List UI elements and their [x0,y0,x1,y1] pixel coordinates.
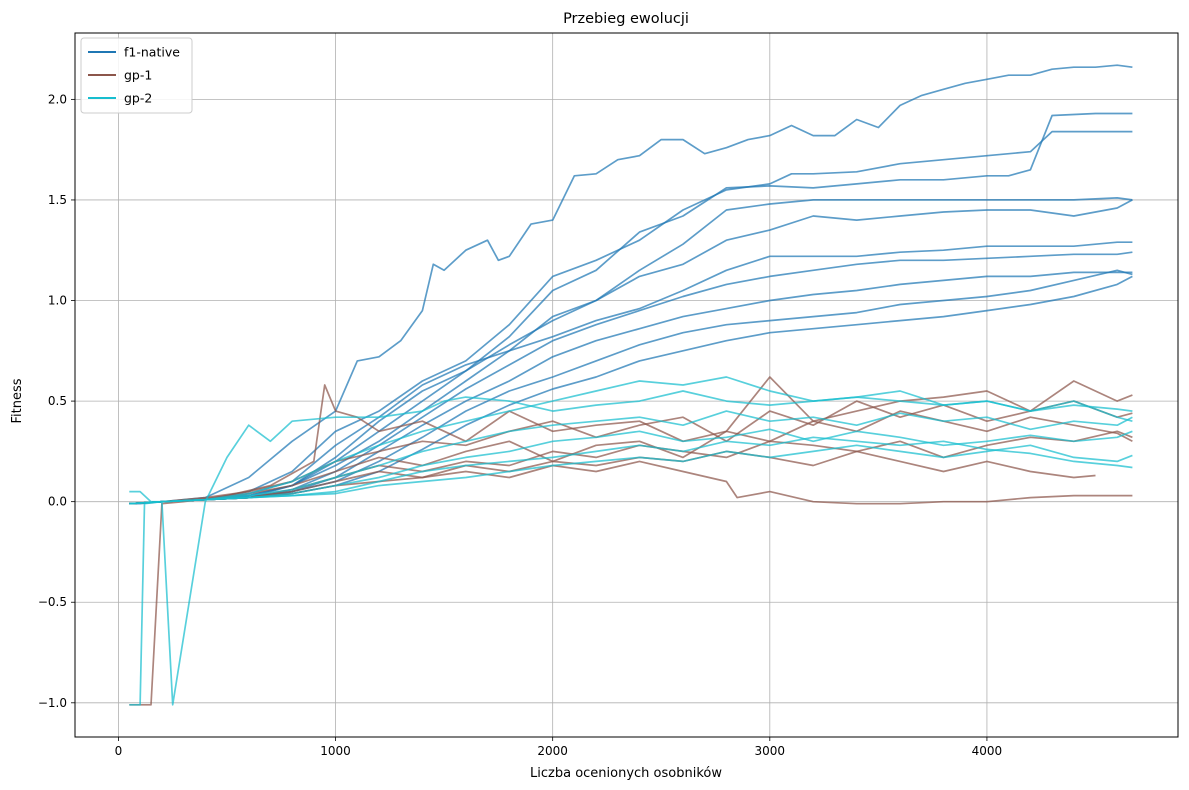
y-tick-label: 2.0 [48,92,67,106]
y-tick-label: 1.5 [48,193,67,207]
y-axis-ticks: −1.0 −0.5 0.0 0.5 1.0 1.5 2.0 [38,92,75,710]
y-tick-label: 1.0 [48,294,67,308]
legend-label-gp-1: gp-1 [124,68,152,83]
x-tick-label: 0 [115,744,123,758]
x-tick-label: 4000 [972,744,1003,758]
y-tick-label: −0.5 [38,595,67,609]
series-line-19 [129,428,1133,505]
x-axis-label: Liczba ocenionych osobników [530,766,722,781]
series-line-21 [129,444,1133,505]
series-line-0 [129,64,1133,505]
plot-frame [74,32,1179,738]
series-line-1 [129,130,1133,505]
legend-label-f1-native: f1-native [124,45,180,60]
y-tick-label: 0.5 [48,394,67,408]
x-tick-label: 3000 [755,744,786,758]
y-tick-label: −1.0 [38,696,67,710]
series-line-18 [129,410,1133,505]
series-line-10 [129,376,1133,706]
series-lines [129,64,1133,706]
legend-box [80,37,193,114]
y-tick-label: 0.0 [48,495,67,509]
legend: f1-native gp-1 gp-2 [80,37,193,114]
x-tick-label: 2000 [537,744,568,758]
y-axis-label: Fitness [10,378,25,423]
legend-label-gp-2: gp-2 [124,91,152,106]
series-line-12 [129,410,1133,505]
x-tick-label: 1000 [320,744,351,758]
series-line-14 [129,450,1096,505]
chart-title: Przebieg ewolucji [563,11,689,27]
x-axis-ticks: 0 1000 2000 3000 4000 [115,737,1003,758]
